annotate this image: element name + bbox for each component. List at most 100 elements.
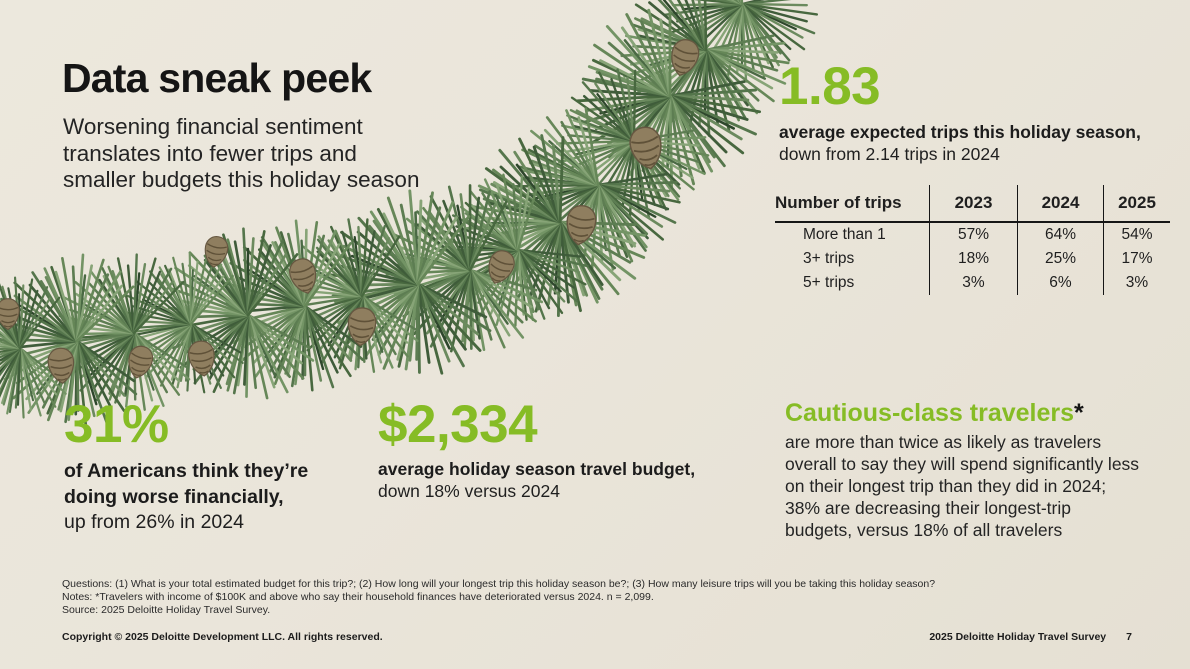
pine-needle-tuft — [573, 146, 695, 271]
pine-needle-tuft — [280, 270, 396, 384]
pine-needle-tuft — [547, 96, 644, 198]
pine-needle-tuft — [451, 160, 561, 266]
pinecone-icon — [345, 305, 378, 348]
pine-needle-tuft — [499, 216, 608, 320]
cautious-body: are more than twice as likely as travele… — [785, 431, 1185, 541]
pine-needle-tuft — [573, 0, 713, 127]
footnote-source: Source: 2025 Deloitte Holiday Travel Sur… — [62, 604, 271, 616]
table-cell: 54% — [1121, 226, 1153, 243]
footer-survey-label: 2025 Deloitte Holiday Travel Survey — [929, 631, 1107, 643]
pine-needle-tuft — [45, 254, 158, 368]
pine-needle-tuft — [0, 275, 62, 350]
pine-needle-tuft — [256, 216, 355, 310]
table-cell: 57% — [930, 223, 1018, 247]
stat-financial-caption-bold: of Americans think they’re — [64, 460, 309, 483]
cautious-body-line: overall to say they will spend significa… — [785, 454, 1140, 474]
pine-needle-tuft — [0, 273, 45, 378]
cautious-body-line: 38% are decreasing their longest-trip — [785, 498, 1071, 518]
stat-financial-caption-regular: up from 26% in 2024 — [64, 511, 244, 534]
pinecone-icon — [666, 36, 703, 80]
stat-trips-caption-bold: average expected trips this holiday seas… — [779, 122, 1141, 143]
table-cell: 3% — [1125, 274, 1149, 291]
pine-needle-tuft — [617, 0, 745, 79]
page-title: Data sneak peek — [62, 55, 372, 101]
pine-needle-tuft — [612, 105, 722, 218]
pine-needle-tuft — [151, 223, 279, 351]
table-header-cell: Number of trips — [775, 185, 930, 223]
pine-needle-tuft — [659, 0, 747, 51]
pinecone-icon — [201, 234, 231, 270]
pine-needle-tuft — [0, 338, 73, 428]
pine-needle-tuft — [312, 197, 441, 329]
pinecone-icon — [46, 346, 77, 385]
table-row-label: 5+ trips — [775, 271, 930, 295]
pine-needle-tuft — [410, 175, 520, 280]
pine-needle-tuft — [94, 250, 187, 339]
pinecone-icon — [286, 255, 322, 298]
cautious-heading: Cautious-class travelers* — [785, 398, 1185, 428]
pine-needle-tuft — [0, 252, 105, 379]
pine-needle-tuft — [208, 217, 333, 343]
pine-needle-tuft — [316, 249, 456, 388]
table-cell: 18% — [930, 247, 1018, 271]
cautious-class-travelers-block: Cautious-class travelers* are more than … — [785, 398, 1185, 541]
pine-needle-tuft — [274, 218, 385, 331]
pinecone-icon — [626, 123, 667, 173]
pine-needle-tuft — [548, 178, 652, 278]
pine-needle-tuft — [111, 255, 211, 357]
subtitle: Worsening financial sentiment translates… — [63, 114, 419, 194]
table-header-cell: 2025 — [1104, 185, 1170, 223]
pinecone-icon — [186, 338, 218, 379]
footnotes: Questions: (1) What is your total estima… — [62, 578, 935, 617]
table-cell: 25% — [1018, 247, 1104, 271]
pine-needle-tuft — [464, 167, 563, 272]
table-row-label: More than 1 — [775, 223, 930, 247]
stat-trips-caption-regular: down from 2.14 trips in 2024 — [779, 143, 1000, 164]
pine-needle-tuft — [383, 244, 509, 367]
pine-needle-tuft — [504, 90, 632, 218]
footer-copyright: Copyright © 2025 Deloitte Development LL… — [62, 631, 383, 643]
footnote-notes: Notes: *Travelers with income of $100K a… — [62, 591, 654, 603]
table-header-cell: 2024 — [1018, 185, 1104, 223]
footer-page-number: 7 — [1126, 631, 1132, 643]
stat-financial-caption-bold: doing worse financially, — [64, 485, 284, 508]
pine-needle-tuft — [565, 42, 683, 166]
pine-needle-tuft — [33, 248, 138, 349]
table-header-cell: 2023 — [930, 185, 1018, 223]
pine-needle-tuft — [589, 134, 685, 226]
pine-needle-tuft — [366, 187, 473, 288]
pine-needle-tuft — [375, 200, 484, 313]
pine-needle-tuft — [524, 185, 663, 325]
pine-needle-tuft — [654, 47, 750, 138]
pine-needle-tuft — [696, 2, 782, 83]
slide-footer: Copyright © 2025 Deloitte Development LL… — [62, 631, 1132, 643]
pinecone-icon — [563, 203, 599, 248]
table-cell: 17% — [1121, 250, 1153, 267]
pine-needle-tuft — [112, 295, 218, 401]
pine-needle-tuft — [313, 212, 408, 302]
stat-average-trips: 1.83 average expected trips this holiday… — [779, 57, 1141, 165]
cautious-body-line: on their longest trip than they did in 2… — [785, 476, 1107, 496]
pinecone-icon — [0, 298, 20, 331]
stat-budget-caption-regular: down 18% versus 2024 — [378, 480, 560, 501]
subtitle-line: translates into fewer trips and — [63, 140, 357, 166]
pine-needle-tuft — [486, 221, 602, 337]
pine-needle-tuft — [153, 281, 282, 410]
table-cell: 64% — [1018, 223, 1104, 247]
cautious-heading-text: Cautious-class travelers — [785, 399, 1075, 427]
subtitle-line: smaller budgets this holiday season — [63, 167, 420, 192]
cautious-body-line: are more than twice as likely as travele… — [785, 432, 1102, 452]
footnote-asterisk: * — [1074, 399, 1084, 427]
pine-needle-tuft — [502, 136, 609, 246]
pine-needle-tuft — [212, 274, 340, 401]
footnote-questions: Questions: (1) What is your total estima… — [62, 578, 936, 590]
stat-travel-budget: $2,334 average holiday season travel bud… — [378, 397, 696, 502]
stat-trips-value: 1.83 — [779, 57, 881, 116]
pinecone-icon — [482, 246, 519, 289]
pine-needle-tuft — [554, 51, 670, 166]
pine-needle-tuft — [201, 296, 324, 416]
stat-budget-caption-bold: average holiday season travel budget, — [378, 459, 696, 480]
pine-needle-tuft — [256, 292, 371, 403]
pine-needle-tuft — [319, 281, 426, 386]
